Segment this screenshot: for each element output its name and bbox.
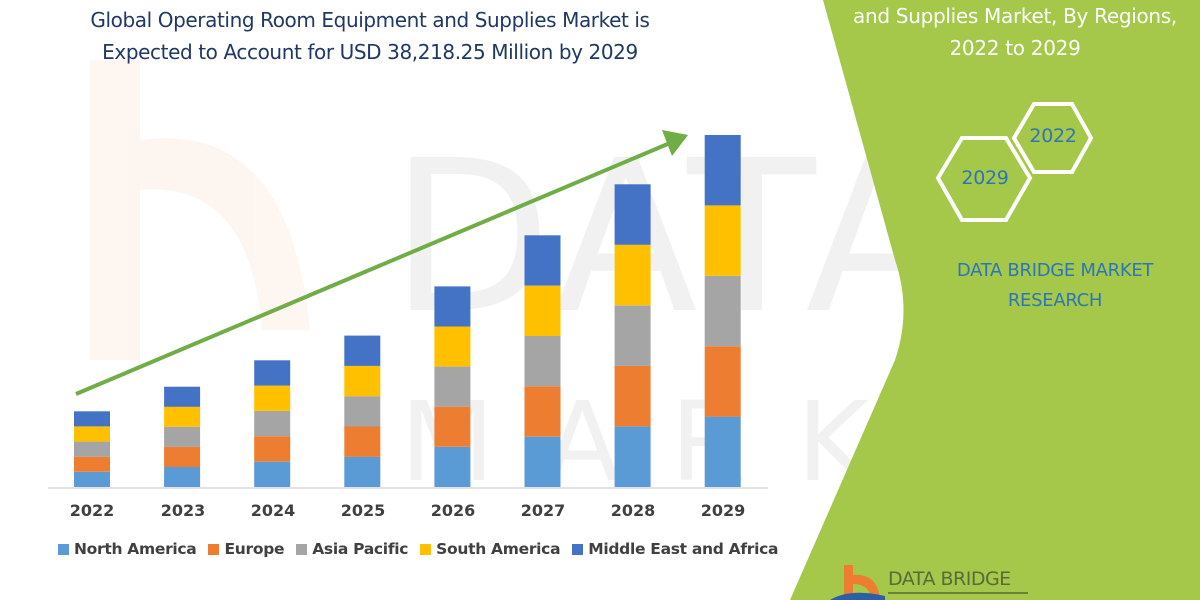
bar-segment	[254, 385, 291, 411]
x-tick-label: 2027	[520, 501, 566, 520]
bar-segment	[164, 386, 201, 407]
bar-segment	[704, 416, 741, 487]
bar-segment	[704, 275, 741, 347]
bar-segment	[164, 406, 201, 427]
bar-segment	[254, 360, 291, 386]
x-tick-label: 2025	[340, 501, 386, 520]
bar-segment	[74, 426, 110, 442]
brand-name-line-1: DATA BRIDGE MARKET	[956, 260, 1154, 281]
bar-segment	[614, 365, 651, 427]
bar-segment	[74, 441, 110, 457]
bar-segment	[254, 436, 291, 462]
hexagon-label-2029: 2029	[961, 167, 1009, 189]
bar-segment	[74, 411, 110, 427]
bar-segment	[434, 446, 471, 487]
legend-item-europe: Europe	[208, 540, 285, 558]
legend-item-north-america: North America	[58, 540, 197, 558]
x-tick-label: 2022	[69, 501, 115, 520]
watermark-logo-icon	[90, 60, 310, 360]
bar-segment	[434, 286, 471, 327]
brand-name: DATA BRIDGE MARKET RESEARCH	[905, 256, 1200, 316]
legend-swatch-icon	[58, 543, 69, 555]
logo-icon	[830, 565, 885, 600]
bar-segment	[344, 456, 381, 487]
bar-segment	[74, 456, 110, 472]
bar-segment	[614, 244, 651, 306]
bar-segment	[254, 461, 291, 487]
legend-label: North America	[74, 540, 197, 558]
trend-arrow-icon	[75, 130, 688, 396]
side-panel-background	[790, 0, 1200, 600]
side-panel-title-line-1: and Supplies Market, By Regions,	[853, 4, 1177, 28]
legend-label: Asia Pacific	[312, 540, 409, 558]
legend-item-asia-pacific: Asia Pacific	[296, 540, 408, 558]
legend-swatch-icon	[572, 543, 584, 555]
side-panel-title: and Supplies Market, By Regions, 2022 to…	[820, 0, 1200, 64]
legend-label: Middle East and Africa	[588, 540, 779, 558]
legend-swatch-icon	[420, 543, 432, 555]
bar-segment	[524, 285, 561, 336]
hexagon-label-2022: 2022	[1029, 125, 1077, 147]
bar-segment	[614, 184, 651, 245]
legend-swatch-icon	[296, 543, 308, 555]
chart-title-line-1: Global Operating Room Equipment and Supp…	[90, 8, 650, 32]
logo-text: DATA BRIDGE	[888, 568, 1011, 590]
bar-segment	[434, 326, 471, 367]
chart-legend: North America Europe Asia Pacific South …	[58, 540, 779, 558]
bar-segment	[524, 436, 561, 487]
bar-segment	[344, 396, 381, 427]
bar-segment	[74, 471, 110, 487]
x-tick-label: 2024	[250, 501, 296, 520]
bar-segment	[164, 466, 201, 487]
bar-segment	[434, 366, 471, 407]
brand-name-line-2: RESEARCH	[1007, 290, 1103, 311]
x-tick-label: 2026	[430, 501, 476, 520]
bar-segment	[254, 411, 291, 437]
hexagon-2022-icon	[1011, 102, 1094, 174]
bar-segment	[524, 235, 561, 286]
bar-segment	[344, 426, 381, 457]
legend-item-south-america: South America	[420, 540, 561, 558]
bar-segment	[434, 406, 471, 447]
bar-segment	[614, 305, 651, 366]
bar-segment	[344, 365, 381, 397]
bar-segment	[164, 426, 201, 447]
legend-item-middle-east-africa: Middle East and Africa	[572, 540, 779, 558]
legend-label: Europe	[224, 540, 285, 558]
x-tick-label: 2028	[610, 501, 656, 520]
side-panel-title-line-2: 2022 to 2029	[949, 36, 1081, 60]
bar-segment	[704, 346, 741, 417]
bar-segment	[344, 335, 381, 366]
bar-segment	[614, 426, 651, 487]
x-tick-label: 2023	[160, 501, 206, 520]
hexagon-2029-icon	[935, 136, 1033, 222]
bar-segment	[704, 135, 741, 206]
legend-swatch-icon	[208, 543, 220, 555]
x-tick-label: 2029	[700, 501, 746, 520]
bar-segment	[524, 336, 561, 387]
chart-title-line-2: Expected to Account for USD 38,218.25 Mi…	[102, 40, 638, 64]
legend-label: South America	[436, 540, 561, 558]
chart-title: Global Operating Room Equipment and Supp…	[40, 4, 700, 68]
bar-segment	[524, 386, 561, 437]
bar-segment	[164, 446, 201, 467]
bar-series-group	[74, 135, 741, 487]
bar-segment	[704, 205, 741, 276]
logo-underline	[888, 592, 1028, 594]
